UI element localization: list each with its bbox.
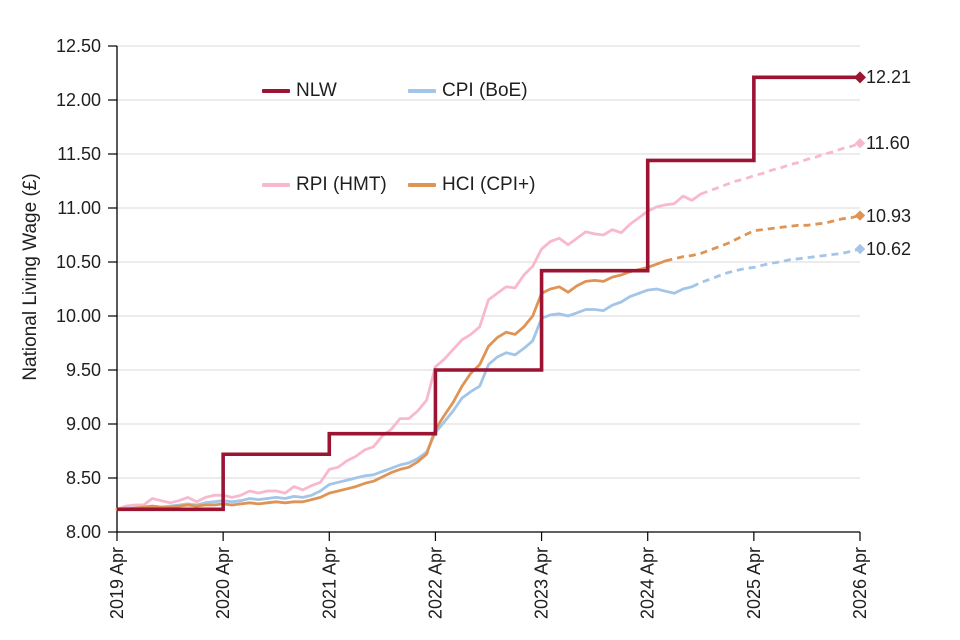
x-tick-label: 2026 Apr <box>850 547 870 619</box>
y-tick-label: 9.50 <box>66 360 101 380</box>
series-hci <box>115 214 861 511</box>
end-marker-cpi <box>854 243 866 255</box>
end-label-cpi: 10.62 <box>866 239 912 259</box>
legend-label-rpi: RPI (HMT) <box>296 174 387 195</box>
series-rpi <box>115 141 861 511</box>
end-label-nlw: 12.21 <box>866 67 912 87</box>
y-tick-label: 9.00 <box>66 414 101 434</box>
legend-swatch-rpi <box>262 183 290 187</box>
line-nlw <box>117 75 860 512</box>
line-hci-forecast <box>665 214 861 263</box>
y-axis-title: National Living Wage (£) <box>20 173 41 381</box>
x-tick-label: 2022 Apr <box>425 547 445 619</box>
legend-item-rpi: RPI (HMT) <box>262 174 387 196</box>
line-hci-actual <box>115 259 667 511</box>
y-tick-label: 11.00 <box>57 198 101 218</box>
legend-label-cpi: CPI (BoE) <box>442 80 528 101</box>
y-tick-label: 12.00 <box>56 90 101 110</box>
end-label-hci: 10.93 <box>866 206 912 226</box>
series-nlw <box>117 75 860 512</box>
axes: 8.00 8.50 9.00 9.50 10.00 10.50 11.00 11.50 12.0… <box>56 36 870 619</box>
x-tick-label: 2020 Apr <box>213 547 233 619</box>
y-tick-label: 10.00 <box>56 306 101 326</box>
x-tick-label: 2025 Apr <box>744 547 764 619</box>
y-tick-label: 8.50 <box>66 468 101 488</box>
end-marker-hci <box>854 210 866 221</box>
end-marker-rpi <box>854 138 866 149</box>
x-tick-label: 2024 Apr <box>638 547 658 619</box>
legend-swatch-nlw <box>262 89 290 93</box>
legend-swatch-hci <box>408 183 436 187</box>
legend-item-cpi: CPI (BoE) <box>408 80 528 102</box>
line-rpi-actual <box>115 192 703 511</box>
series-cpi <box>115 247 861 511</box>
x-tick-label: 2021 Apr <box>319 547 339 619</box>
legend-item-nlw: NLW <box>262 80 337 102</box>
end-marker-nlw <box>854 71 866 84</box>
series-lines <box>115 71 866 512</box>
legend-label-hci: HCI (CPI+) <box>442 174 536 195</box>
x-tick-label: 2023 Apr <box>532 547 552 619</box>
line-cpi-actual <box>115 285 694 511</box>
y-tick-label: 12.50 <box>56 36 101 56</box>
end-label-rpi: 11.60 <box>866 133 910 153</box>
y-tick-label: 8.00 <box>66 522 101 542</box>
y-tick-label: 10.50 <box>56 252 101 272</box>
y-tick-label: 11.50 <box>57 144 101 164</box>
legend-swatch-cpi <box>408 89 436 93</box>
line-cpi-forecast <box>691 247 861 289</box>
x-tick-label: 2019 Apr <box>107 547 127 619</box>
gridlines <box>117 45 860 479</box>
legend-label-nlw: NLW <box>296 80 337 101</box>
line-rpi-forecast <box>700 141 861 196</box>
legend-item-hci: HCI (CPI+) <box>408 174 535 196</box>
